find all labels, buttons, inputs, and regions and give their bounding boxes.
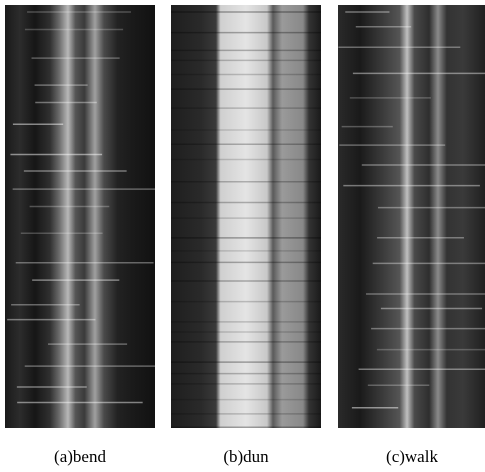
caption: (c)walk bbox=[386, 447, 438, 466]
panel-image bbox=[5, 5, 155, 428]
panel-image bbox=[338, 5, 485, 428]
panels bbox=[5, 5, 485, 428]
panel-image bbox=[171, 5, 321, 428]
caption: (b)dun bbox=[223, 447, 269, 466]
caption: (a)bend bbox=[54, 447, 106, 466]
